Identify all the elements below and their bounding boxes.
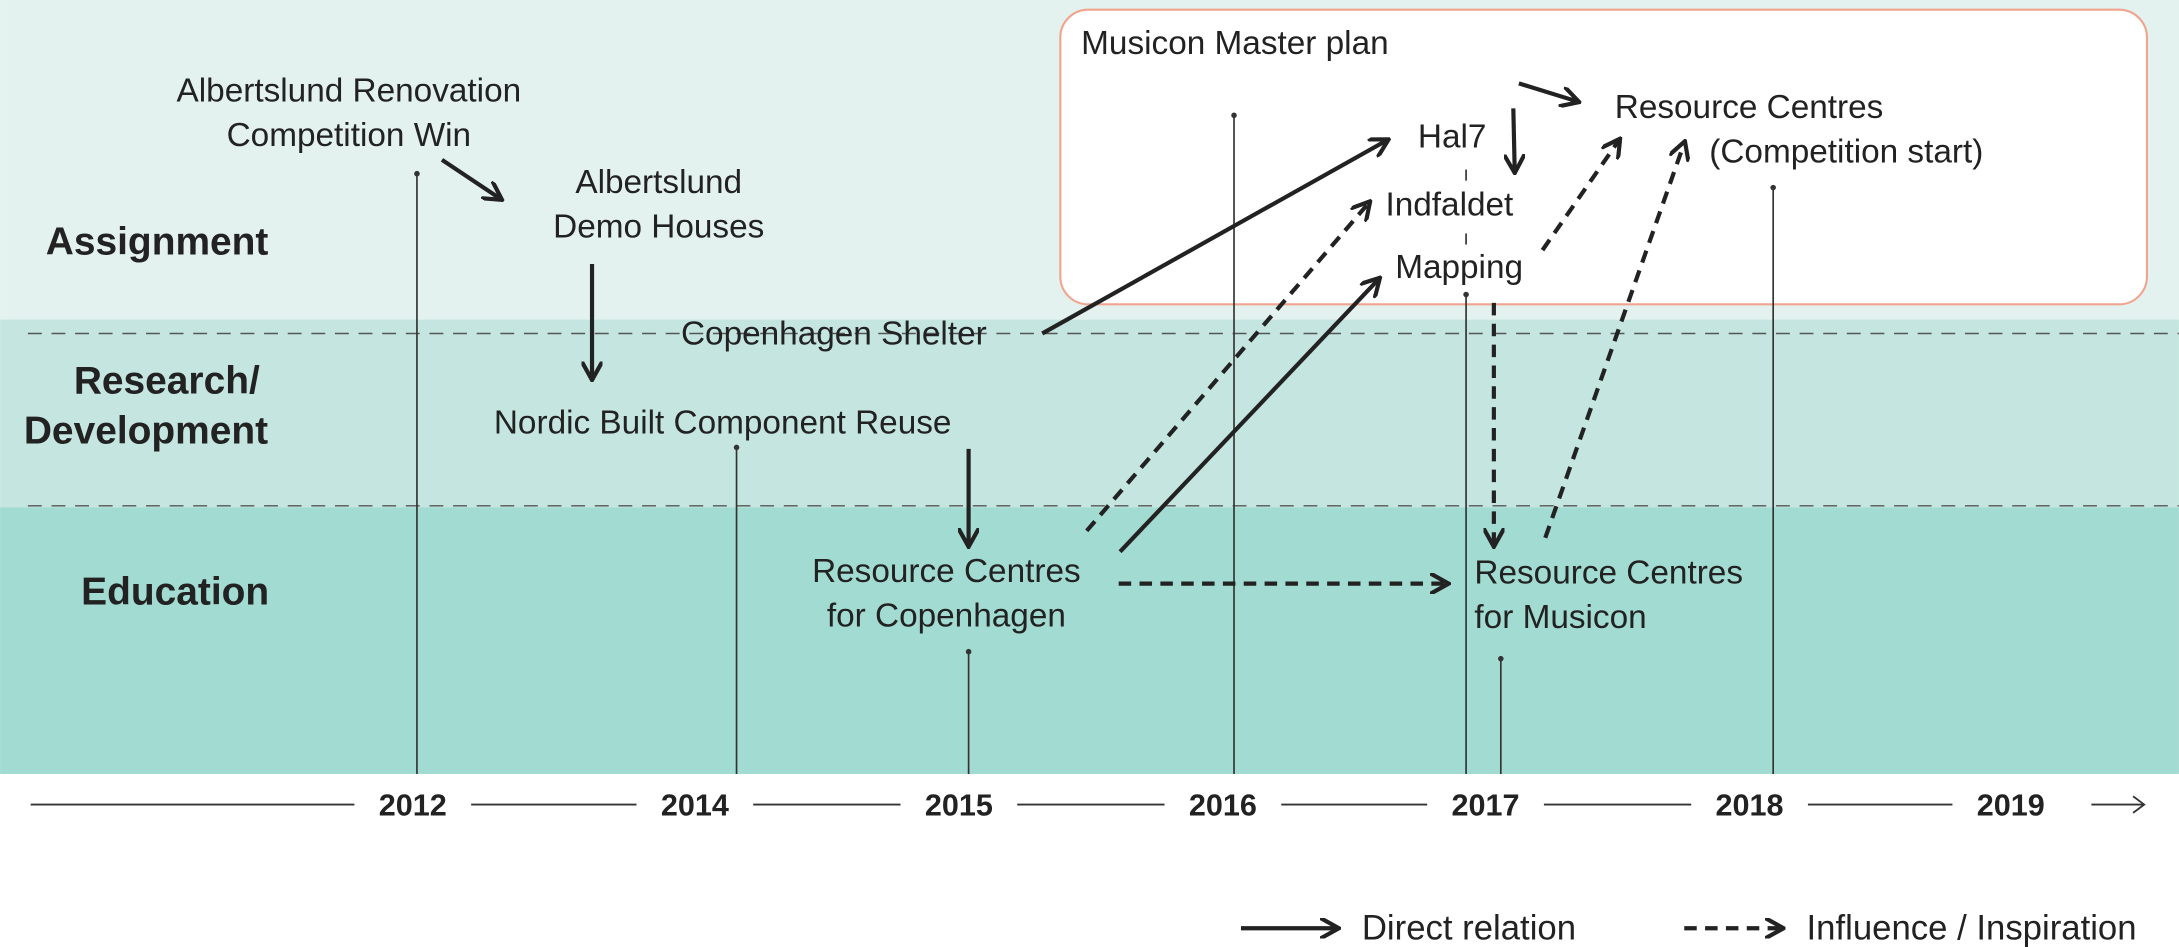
year-label: 2016 (1189, 789, 1257, 823)
legend-label: Direct relation (1362, 909, 1576, 947)
node-label: Competition Win (227, 117, 472, 154)
lane-label: Education (81, 570, 269, 613)
year-label: 2015 (925, 789, 993, 823)
node-label: Resource Centres (812, 553, 1081, 590)
node-label: for Copenhagen (827, 598, 1066, 635)
year-label: 2019 (1977, 789, 2045, 823)
nodes: Albertslund Renovation Competition Win Alb… (177, 72, 1984, 636)
year-label: 2012 (379, 789, 447, 823)
node-label: Demo Houses (553, 209, 764, 246)
arrows (440, 81, 1684, 583)
lane-band (0, 507, 2179, 774)
node-label: Nordic Built Component Reuse (494, 405, 952, 442)
node-label: Albertslund Renovation (177, 72, 522, 109)
node-label: Copenhagen Shelter (681, 316, 987, 353)
lane-label: Research/ (74, 359, 260, 402)
lane-label: Development (24, 409, 268, 452)
year-label: 2018 (1716, 789, 1784, 823)
lane-band (0, 319, 2179, 508)
legend-label: Influence / Inspiration (1807, 909, 2137, 947)
axis-arrow-head (2132, 795, 2146, 814)
year-label: 2014 (661, 789, 729, 823)
time-axis: 2012 2014 2015 2016 2017 2018 2019 (30, 789, 2146, 823)
node-label: Resource Centres (1474, 555, 1743, 592)
node-label: Hal7 (1418, 118, 1487, 155)
year-label: 2017 (1452, 789, 1520, 823)
node-label: Resource Centres (1615, 89, 1884, 126)
lane-label: Assignment (46, 220, 269, 263)
node-label: Albertslund (575, 164, 742, 201)
group-title: Musicon Master plan (1081, 25, 1389, 62)
node-label: Indfaldet (1385, 186, 1514, 223)
node-label: for Musicon (1474, 599, 1646, 636)
node-label: (Competition start) (1709, 134, 1983, 171)
node-label: Mapping (1395, 249, 1523, 286)
